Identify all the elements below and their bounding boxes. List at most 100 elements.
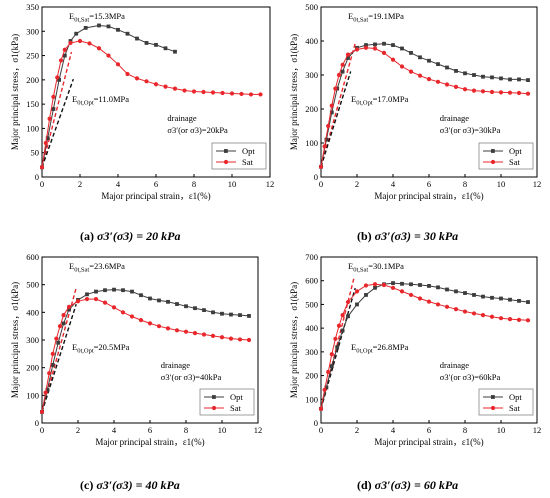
legend-label-sat: Sat xyxy=(509,403,521,413)
x-axis-label: Major principal strain，ε1(%) xyxy=(101,191,210,201)
y-tick-label: 100 xyxy=(26,123,39,133)
x-tick-label: 10 xyxy=(218,425,227,435)
data-point-sat xyxy=(147,321,153,326)
data-point-sat xyxy=(174,328,180,333)
annotation-drainage: drainage xyxy=(440,113,469,123)
data-point-sat xyxy=(248,92,254,97)
data-point-opt xyxy=(382,41,386,46)
data-point-opt xyxy=(490,75,494,80)
data-point-opt xyxy=(247,314,251,318)
annotation-e-opt: E0t,Opt=11.0MPa xyxy=(72,94,129,107)
data-point-sat xyxy=(444,82,450,87)
data-point-sat xyxy=(372,46,378,51)
data-point-opt xyxy=(454,289,458,294)
data-point-opt xyxy=(340,328,345,333)
x-tick-label: 4 xyxy=(391,179,396,189)
data-point-sat xyxy=(322,387,327,392)
data-point-opt xyxy=(45,387,50,392)
data-point-opt xyxy=(508,297,512,302)
data-point-sat xyxy=(381,50,387,56)
y-axis-label: Major principal stress，σ1(kPa) xyxy=(10,34,20,150)
data-point-sat xyxy=(480,89,486,94)
tangent-line-sat xyxy=(41,51,73,168)
data-point-sat xyxy=(191,89,197,94)
data-point-sat xyxy=(329,103,334,108)
legend-label-opt: Opt xyxy=(242,146,255,156)
data-point-opt xyxy=(418,55,422,60)
data-point-sat xyxy=(498,316,504,321)
data-point-opt xyxy=(409,282,413,287)
data-point-opt xyxy=(45,136,50,141)
data-point-sat xyxy=(96,46,102,51)
data-point-sat xyxy=(50,351,55,356)
data-point-opt xyxy=(499,296,503,301)
y-tick-label: 200 xyxy=(305,371,318,381)
data-point-sat xyxy=(237,337,243,342)
data-point-opt xyxy=(373,285,377,290)
data-point-sat xyxy=(39,409,45,415)
data-point-sat xyxy=(399,64,405,69)
data-point-sat xyxy=(220,90,225,96)
data-point-sat xyxy=(51,94,56,99)
data-point-opt xyxy=(51,107,56,111)
data-point-sat xyxy=(138,317,144,323)
data-point-sat xyxy=(417,296,423,301)
data-point-sat xyxy=(77,38,83,44)
data-point-opt xyxy=(121,288,125,293)
data-point-sat xyxy=(47,371,52,376)
data-point-sat xyxy=(480,313,486,318)
series-sat xyxy=(39,38,263,170)
data-point-opt xyxy=(329,110,334,115)
data-point-opt xyxy=(103,288,107,293)
data-point-sat xyxy=(246,337,252,343)
data-point-opt xyxy=(94,289,98,294)
y-tick-label: 150 xyxy=(26,99,39,109)
data-point-sat xyxy=(115,62,121,67)
x-tick-label: 2 xyxy=(78,179,82,189)
data-point-opt xyxy=(445,287,449,292)
y-axis-label: Major principal stress，σ1(kPa) xyxy=(289,282,299,398)
data-point-opt xyxy=(463,291,467,295)
data-point-opt xyxy=(427,58,431,63)
x-tick-label: 8 xyxy=(463,425,467,435)
series-opt xyxy=(319,41,530,169)
legend-marker-opt xyxy=(224,149,228,153)
series-opt xyxy=(40,287,251,414)
legend-marker-sat xyxy=(211,405,217,411)
legend-box xyxy=(478,142,534,170)
x-tick-label: 12 xyxy=(533,425,542,435)
data-point-opt xyxy=(364,43,368,47)
y-tick-label: 100 xyxy=(305,394,318,404)
data-point-opt xyxy=(340,69,345,74)
tangent-line-opt xyxy=(41,303,77,413)
data-point-opt xyxy=(436,285,440,290)
data-point-opt xyxy=(148,296,152,301)
data-point-sat xyxy=(75,299,81,304)
data-point-sat xyxy=(489,314,495,319)
data-point-sat xyxy=(390,57,396,62)
data-point-sat xyxy=(43,140,48,146)
data-point-opt xyxy=(472,73,476,77)
data-point-sat xyxy=(363,283,369,288)
data-point-opt xyxy=(157,298,161,303)
data-point-opt xyxy=(83,25,88,30)
chart-panel-d: 0 2 4 6 8 10 12 0 100 200 300 400 500 600 700 Major pri… xyxy=(289,252,541,492)
data-point-sat xyxy=(408,292,414,298)
data-point-opt xyxy=(335,345,340,350)
legend-marker-opt xyxy=(491,149,495,153)
x-tick-label: 8 xyxy=(463,179,467,189)
data-point-sat xyxy=(61,313,66,318)
panel-caption: (d) σ3′(σ3) = 60 kPa xyxy=(357,478,458,492)
data-point-sat xyxy=(134,76,140,81)
x-axis-label: Major principal strain，ε1(%) xyxy=(374,437,483,447)
data-point-sat xyxy=(201,89,206,95)
data-point-sat xyxy=(172,86,178,91)
data-point-sat xyxy=(507,317,513,322)
data-point-opt xyxy=(526,78,530,82)
data-point-opt xyxy=(391,43,395,47)
data-point-sat xyxy=(57,324,63,329)
data-point-sat xyxy=(239,91,244,97)
annotation-confining: σ3′(or σ3)=60kPa xyxy=(440,372,501,382)
data-point-sat xyxy=(201,332,207,337)
